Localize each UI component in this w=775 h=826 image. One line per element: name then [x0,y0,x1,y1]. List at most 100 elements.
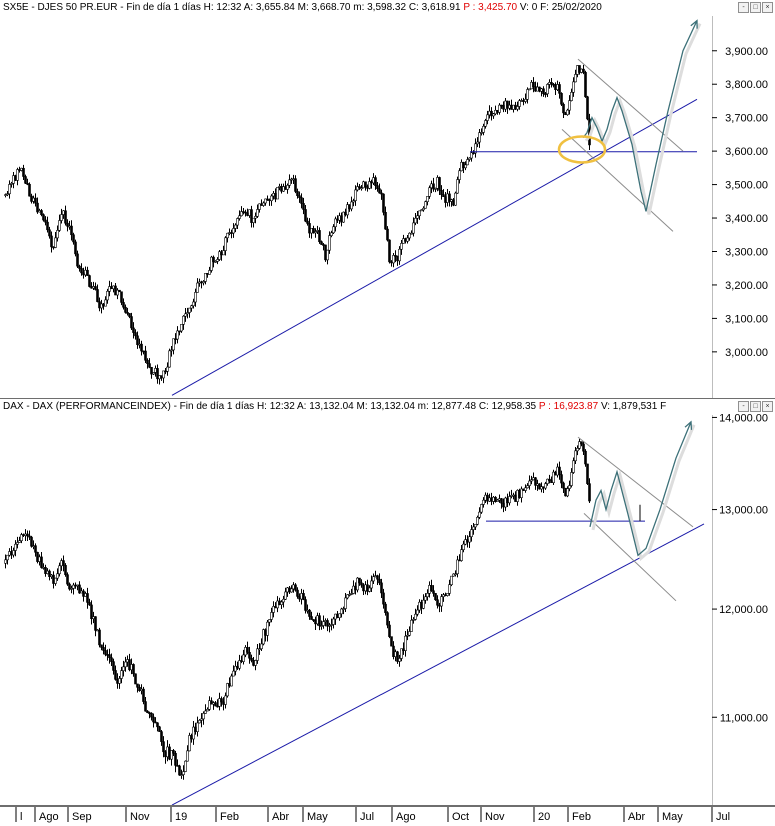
dax-candle [14,540,17,557]
sx5e-candle [242,207,245,215]
dax-candle [574,446,577,464]
dax-candle [588,478,591,503]
sx5e-candle [448,191,451,207]
dax-candle [148,711,151,719]
sx5e-candle [574,69,577,83]
dax-candle [508,491,511,506]
sx5e-candle [58,214,61,232]
sx5e-candle [384,206,387,230]
sx5e-candle [244,209,247,217]
sx5e-candle [16,167,19,186]
sx5e-candle [118,289,121,293]
dax-candle [570,468,573,488]
dax-candle [202,711,205,725]
sx5e-chart-panel[interactable]: SX5E - DJES 50 PR.EUR - Fin de día 1 día… [0,0,775,399]
dax-header-f: F [660,401,667,412]
dax-candle [172,748,175,756]
dax-candle [18,536,21,543]
sx5e-header-time: H: 12:32 [203,2,242,13]
dax-candle [112,658,115,675]
dax-candle [552,469,555,485]
sx5e-candle [464,161,467,171]
sx5e-candle [528,88,531,91]
sx5e-candle [100,299,103,314]
sx5e-candle [254,212,257,224]
sx5e-candle [126,307,129,316]
sx5e-candle [148,358,151,369]
dax-candle [320,620,323,630]
dax-header-low: m: 12,877.48 [417,401,477,412]
sx5e-candle [480,128,483,136]
dax-candle [120,666,123,684]
dax-candle [176,759,179,767]
dax-candle [302,589,305,601]
sx5e-candle [88,274,91,288]
sx5e-candle [190,304,193,312]
sx5e-candle [122,298,125,310]
sx5e-candle [304,205,307,223]
sx5e-candle [424,200,427,209]
dax-candle [114,665,117,681]
dax-candle [338,613,341,621]
dax-candle [366,579,369,596]
dax-candle [462,540,465,553]
dax-header-p: P : 16,923.87 [538,401,599,412]
dax-candle [92,611,95,624]
dax-candle [258,643,261,655]
sx5e-candle [172,338,175,355]
sx5e-candle [294,175,297,194]
sx5e-candle [258,203,261,213]
dax-candle [128,653,131,672]
dax-candle [452,573,455,577]
sx5e-candle [156,364,159,384]
maximize-button[interactable]: □ [750,2,761,13]
sx5e-candle [486,110,489,125]
sx5e-candle [42,213,45,222]
dax-candle [102,642,105,655]
sx5e-projection-shadow [584,23,702,215]
dax-candle [226,682,229,698]
minimize-button[interactable]: - [738,401,749,412]
dax-candle [468,531,471,548]
dax-candle [528,475,531,490]
dax-candle [266,619,269,642]
dax-candle [192,721,195,745]
sx5e-candle [50,231,53,253]
sx5e-candle [218,250,221,262]
dax-candle [450,575,453,587]
sx5e-candle [582,64,585,75]
dax-candle [204,704,207,714]
sx5e-candle [158,375,161,385]
sx5e-candle [96,284,99,303]
minimize-button[interactable]: - [738,2,749,13]
dax-candle [460,545,463,562]
close-button[interactable]: × [762,2,773,13]
close-button[interactable]: × [762,401,773,412]
dax-candle [246,641,249,655]
sx5e-candle [142,350,145,355]
sx5e-candle [108,280,111,297]
maximize-button[interactable]: □ [750,401,761,412]
dax-candle [180,769,183,779]
sx5e-candle [306,217,309,226]
sx5e-candle [72,232,75,245]
sx5e-candle [82,267,85,279]
dax-candle [412,617,415,624]
dax-header-close: C: 12,958.35 [478,401,537,412]
dax-candle [238,654,241,671]
sx5e-candle [586,95,589,121]
sx5e-candle [518,99,521,110]
dax-candle [304,596,307,614]
sx5e-candle [426,195,429,206]
sx5e-candle [422,206,425,212]
dax-candle [340,607,343,618]
dax-candle [138,684,141,692]
sx5e-candle [168,348,171,368]
dax-chart-panel[interactable]: DAX - DAX (PERFORMANCEINDEX) - Fin de dí… [0,399,775,806]
dax-candle [220,696,223,707]
dax-candle [414,608,417,621]
sx5e-candle [546,83,549,98]
sx5e-candle [180,323,183,333]
dax-candle [200,713,203,728]
sx5e-candle [128,313,131,319]
